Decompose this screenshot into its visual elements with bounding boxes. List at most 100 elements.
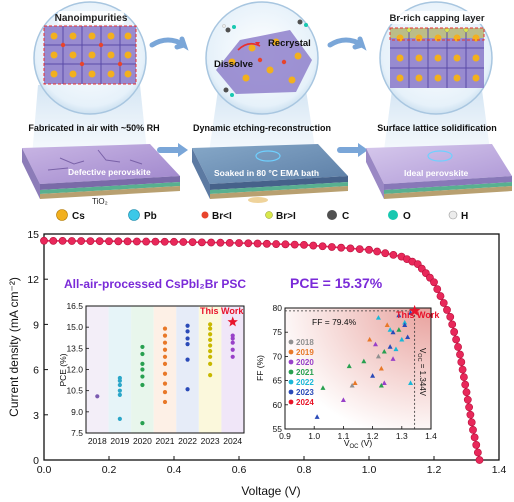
jv-point [160, 237, 169, 246]
chart-title: All-air-processed CsPbI₂Br PSC [64, 277, 246, 291]
stage-3-process-label: Surface lattice solidification [377, 123, 497, 133]
ff-point [352, 380, 358, 386]
pce-point [208, 349, 213, 354]
y-tick-label: 75 [273, 327, 283, 337]
ff-point [361, 358, 367, 364]
jv-point [216, 238, 225, 247]
legend-label: Cs [72, 211, 85, 222]
y-tick-label: 12.0 [66, 365, 83, 375]
y-tick-label: 65 [273, 376, 283, 386]
axes: 7.5 9.0 10.5 12.0 13.5 15.0 16.5 2018 2019 2020 20… [66, 301, 242, 446]
jv-point [346, 244, 355, 253]
x-tick-label: 1.0 [308, 431, 320, 441]
jv-point [235, 239, 243, 247]
pce-point [208, 361, 213, 366]
jv-point [459, 373, 468, 382]
y-tick-label: 9 [33, 319, 39, 331]
x-tick-label: 2018 [88, 436, 107, 446]
atom-legend: Cs Pb Br<I Br>I C O H [56, 209, 468, 222]
ff-point [402, 322, 408, 327]
jv-point [458, 365, 467, 374]
arrow-head-icon [178, 143, 188, 157]
jv-point [355, 245, 364, 254]
jv-point [86, 237, 95, 246]
ff-point [396, 312, 402, 318]
year-band [221, 306, 244, 433]
ff-point [378, 365, 384, 371]
jv-point [433, 285, 442, 294]
ff-point [393, 346, 399, 352]
pce-point [162, 326, 168, 331]
jv-point [262, 239, 271, 248]
legend-marker [288, 379, 294, 385]
pce-point [185, 357, 190, 362]
y-tick-label: 16.5 [66, 301, 83, 311]
legend-label: 2024 [296, 398, 314, 407]
x-tick-label: 0.8 [297, 464, 312, 476]
year-bands [86, 306, 244, 433]
stage-1: Nanoimpurities Fabricated in air with ~5… [22, 1, 180, 206]
year-band [108, 306, 132, 433]
pce-point [162, 389, 168, 395]
jv-point [151, 237, 160, 246]
ff-point [375, 353, 381, 359]
pce-point [162, 399, 168, 405]
jv-point [67, 237, 76, 245]
y-axis-label: Current density (mA cm⁻²) [7, 277, 21, 417]
legend-label: C [342, 211, 349, 222]
defective-perovskite-label: Defective perovskite [68, 167, 151, 177]
ff-point [384, 322, 390, 327]
x-tick-label: 1.2 [427, 464, 442, 476]
schematic-panel: Nanoimpurities Fabricated in air with ~5… [22, 1, 512, 222]
jv-point [454, 343, 462, 351]
jv-point [470, 433, 479, 442]
pce-point [185, 323, 190, 328]
pce-points [95, 316, 238, 426]
pce-point [140, 374, 145, 379]
jv-point [467, 418, 476, 427]
x-tick-label: 0.6 [232, 464, 247, 476]
stage-2: Recrystal Dissolve Dynamic etching-recon… [192, 1, 348, 203]
x-tick-label: 2022 [178, 436, 197, 446]
pce-point [185, 329, 190, 334]
jv-point [461, 380, 470, 389]
jv-point [472, 441, 481, 449]
ff-point [367, 336, 373, 342]
year-band [153, 306, 177, 433]
pce-point [140, 421, 145, 426]
pce-point [162, 354, 168, 359]
y-tick-label: 0 [33, 455, 39, 467]
pce-point [208, 332, 213, 337]
jv-point [443, 306, 451, 314]
crystal-lattice [43, 25, 137, 85]
legend-marker [288, 399, 294, 405]
legend-label: 2021 [296, 368, 314, 377]
pce-point [208, 322, 213, 327]
jv-point [290, 240, 299, 249]
y-tick-label: 3 [33, 410, 39, 422]
pce-point [140, 361, 145, 366]
ff-point [399, 336, 405, 342]
pce-point [208, 343, 213, 348]
pce-point [117, 375, 122, 381]
c-atom-icon [327, 210, 337, 220]
y-tick-label: 7.5 [71, 428, 83, 438]
y-tick-label: 15 [27, 229, 39, 241]
soaked-label: Soaked in 80 °C EMA bath [214, 168, 319, 178]
crystal-lattice [389, 27, 485, 88]
jv-point [439, 299, 448, 307]
pce-point [185, 387, 190, 392]
jv-point [197, 238, 206, 247]
jv-point [188, 238, 197, 247]
ff-point [405, 334, 411, 340]
y-tick-label: 12 [27, 274, 39, 286]
pce-point [117, 416, 122, 421]
this-work-star-icon [227, 316, 238, 327]
legend-label: 2023 [296, 388, 314, 397]
ff-point [390, 356, 396, 361]
ideal-perovskite-slab [366, 144, 512, 199]
ff-point [314, 414, 320, 419]
pce-point [140, 351, 145, 357]
